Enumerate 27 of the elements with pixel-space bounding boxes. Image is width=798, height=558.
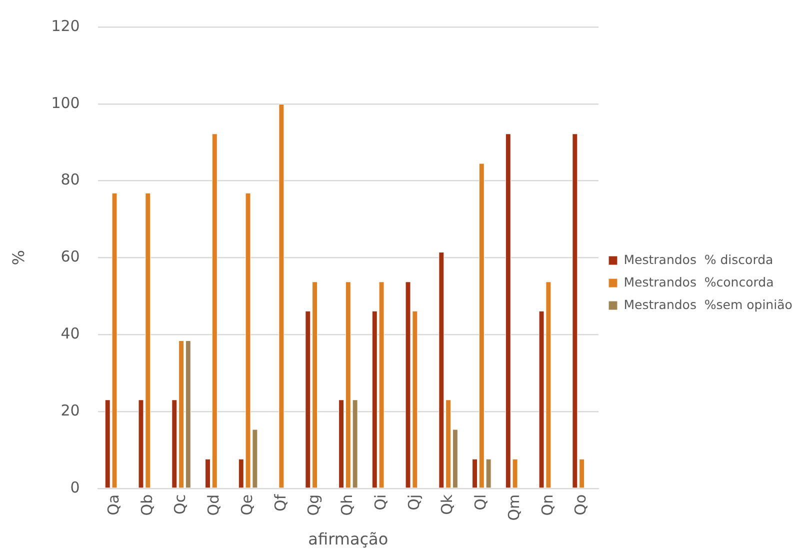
x-tick-label: Qi [371, 494, 390, 510]
x-tick-label: Qe [238, 494, 256, 516]
y-tick-label: 0 [70, 478, 80, 496]
y-tick-label: 100 [51, 94, 80, 112]
x-tick-label: Qh [338, 494, 356, 516]
x-tick-label: Qj [404, 494, 423, 510]
x-tick-label: Ql [472, 494, 490, 510]
x-axis-title: afirmação [308, 530, 388, 549]
y-axis-title: % [8, 250, 28, 266]
legend-label: Mestrandos %concorda [624, 274, 774, 290]
x-tick-label: Qm [504, 494, 523, 521]
legend-label: Mestrandos % discorda [624, 252, 774, 267]
legend-label: Mestrandos %sem opinião [624, 296, 792, 312]
x-tick-label: Qo [572, 494, 590, 516]
y-tick-label: 40 [60, 324, 80, 342]
y-tick-label: 60 [60, 248, 80, 266]
x-tick-label: Qk [438, 494, 456, 515]
y-tick-label: 80 [60, 170, 80, 189]
x-tick-label: Qd [204, 494, 223, 516]
x-tick-label: Qn [538, 494, 556, 516]
y-tick-label: 120 [51, 16, 80, 35]
x-tick-label: Qc [171, 494, 190, 514]
x-tick-label: Qb [138, 494, 156, 516]
x-tick-label: Qg [304, 494, 323, 516]
y-tick-label: 20 [60, 401, 80, 420]
x-tick-label: Qa [104, 494, 122, 516]
x-tick-label: Qf [271, 494, 290, 512]
